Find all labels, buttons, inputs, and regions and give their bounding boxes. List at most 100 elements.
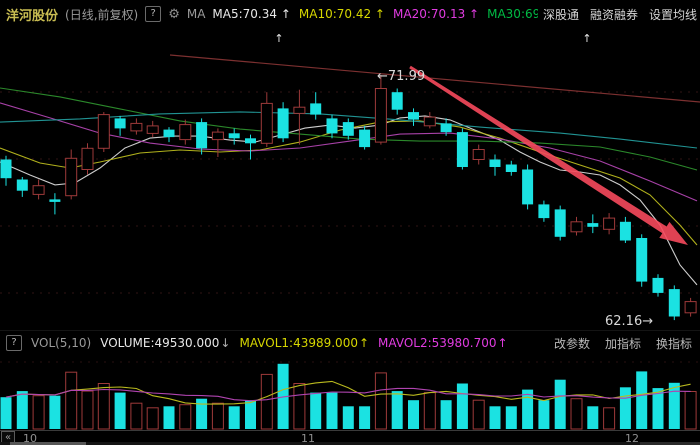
horizontal-scrollbar-track[interactable] — [0, 442, 700, 445]
volume-down-arrow-icon: ↓ — [220, 336, 231, 350]
volume-bar — [359, 406, 371, 429]
volume-value: VOLUME:49530.000 ↓ — [100, 336, 231, 350]
indicator-button[interactable]: 改参数 — [553, 336, 590, 351]
candle-body — [245, 138, 256, 144]
volume-bar — [65, 371, 78, 430]
volume-bar — [81, 390, 94, 430]
trendline — [169, 54, 700, 103]
candle-body — [228, 133, 240, 139]
month-label: 12 — [625, 432, 639, 445]
drawn-down-arrow — [409, 65, 688, 245]
volume-bar — [374, 372, 387, 430]
volume-bar — [0, 397, 12, 429]
volume-bar — [668, 382, 680, 429]
volume-bar — [97, 383, 110, 430]
low-annotation: 62.16→ — [605, 314, 653, 329]
volume-bar — [342, 406, 354, 429]
candle-body — [652, 277, 664, 293]
candle-body — [603, 217, 616, 230]
volume-bar — [130, 402, 143, 430]
volume-bar — [245, 400, 256, 429]
volume-bar — [179, 404, 192, 430]
ma-value: MA10:70.42 ↑ — [298, 7, 385, 21]
volume-indicator-label[interactable]: VOL(5,10) — [31, 336, 92, 350]
month-label: 10 — [23, 432, 37, 445]
candle-body — [32, 185, 45, 195]
stock-name[interactable]: 洋河股份 — [6, 8, 59, 24]
collapse-panel-button[interactable]: « — [1, 431, 15, 445]
volume-toolbar: ? VOL(5,10) VOLUME:49530.000 ↓ MAVOL1:43… — [0, 330, 700, 355]
time-axis: « 10 11 12 — [0, 430, 700, 445]
candle-body — [342, 122, 354, 136]
main-toolbar: 洋河股份 (日线,前复权) ? ⚙ MA MA5:70.34 ↑ MA10:70.… — [0, 0, 700, 28]
volume-chart-canvas[interactable] — [0, 355, 700, 430]
indicator-buttons: 改参数 加指标 换指标 — [554, 335, 692, 352]
candle-body — [277, 108, 289, 139]
candle-body — [0, 159, 12, 179]
volume-bar — [489, 406, 501, 429]
indicator-button[interactable]: 加指标 — [604, 336, 641, 351]
indicator-button[interactable]: 换指标 — [655, 336, 692, 351]
volume-bar — [456, 383, 468, 429]
volume-bar — [49, 395, 61, 429]
candle-body — [456, 132, 468, 167]
toolbar-link[interactable]: 设置均线 — [648, 7, 697, 22]
volume-bar — [146, 407, 159, 430]
candle-body — [538, 204, 550, 219]
period-label[interactable]: (日线,前复权) — [65, 7, 139, 22]
ma-value: MA20:70.13 ↑ — [393, 7, 480, 21]
ex-dividend-marker-icon: ↑ — [582, 32, 591, 45]
mavol2-up-arrow-icon: ↑ — [497, 336, 508, 350]
candle-body — [489, 159, 501, 167]
volume-bar — [408, 400, 419, 429]
candle-body — [408, 112, 419, 120]
volume-bar — [211, 402, 224, 430]
toolbar-link[interactable]: 融资融券 — [589, 7, 638, 22]
volume-bar — [163, 406, 175, 429]
candle-body — [505, 164, 517, 172]
toolbar-link[interactable]: 深股通 — [542, 7, 579, 22]
ma-line-ma10 — [0, 120, 698, 246]
mavol2-line — [5, 387, 691, 402]
volume-bar — [603, 407, 616, 430]
volume-bar — [310, 392, 322, 429]
help-icon[interactable]: ? — [145, 6, 162, 22]
gear-icon[interactable]: ⚙ — [168, 6, 180, 22]
candle-body — [97, 114, 110, 149]
candle-body — [374, 88, 387, 143]
candle-body — [163, 129, 175, 138]
candle-body — [260, 102, 273, 144]
ma-values: MA5:70.34 ↑ MA10:70.42 ↑ MA20:70.13 ↑ MA30:… — [212, 7, 634, 21]
toolbar-links: 深股通 融资融券 设置均线 — [537, 0, 697, 28]
volume-bar — [114, 392, 126, 429]
ma-indicator-label: MA — [186, 7, 206, 21]
candle-body — [211, 131, 224, 141]
candle-body — [16, 179, 28, 191]
candle-body — [522, 169, 534, 205]
candle-body — [130, 122, 143, 132]
candle-body — [668, 289, 680, 317]
candle-body — [310, 103, 322, 115]
main-chart-canvas[interactable]: ↑ ↑ ←71.99 62.16→ — [0, 28, 700, 330]
month-label: 11 — [301, 432, 315, 445]
candle-body — [114, 118, 126, 129]
volume-bar — [570, 398, 583, 430]
candle-body — [196, 122, 208, 149]
volume-bar — [505, 406, 517, 429]
volume-bar — [228, 406, 240, 429]
candle-body — [49, 199, 61, 202]
volume-bar — [293, 383, 306, 430]
candle-body — [293, 106, 306, 114]
horizontal-scrollbar-thumb[interactable] — [10, 442, 86, 445]
volume-bar — [423, 392, 436, 430]
candle-body — [179, 124, 192, 141]
candle-body — [684, 301, 697, 314]
volume-bar — [538, 400, 550, 429]
volume-bar — [619, 387, 631, 429]
candle-body — [636, 238, 648, 282]
volume-bar — [652, 388, 664, 429]
high-annotation: ←71.99 — [377, 69, 425, 84]
volume-help-icon[interactable]: ? — [6, 335, 22, 351]
candle-body — [146, 125, 159, 134]
volume-bar — [260, 373, 273, 430]
